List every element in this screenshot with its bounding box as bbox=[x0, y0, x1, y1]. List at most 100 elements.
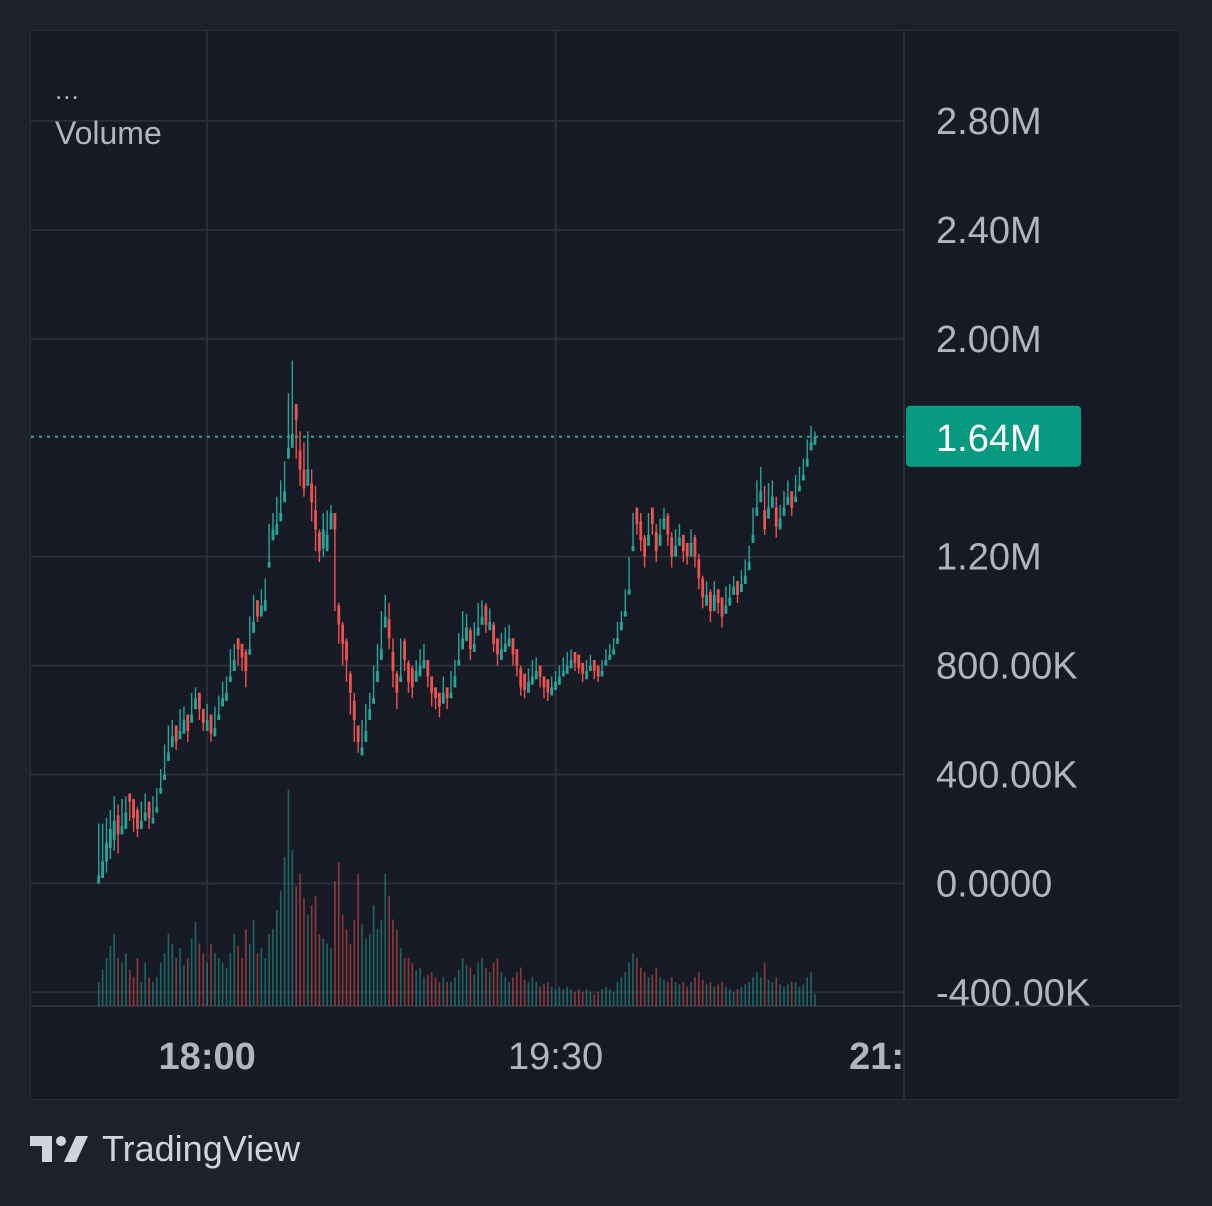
candle bbox=[190, 692, 194, 723]
candle-body bbox=[356, 725, 360, 742]
volume-bar bbox=[384, 874, 387, 1006]
candle-body bbox=[763, 510, 767, 530]
candle bbox=[356, 725, 360, 753]
volume-bar bbox=[690, 982, 692, 1006]
volume-bar bbox=[605, 986, 607, 1006]
candle-body bbox=[368, 709, 372, 721]
volume-bar bbox=[109, 946, 112, 1006]
candle bbox=[101, 823, 105, 878]
candle bbox=[418, 649, 422, 677]
candle bbox=[387, 602, 391, 650]
chart-pane[interactable]: 2.80M 2.40M 2.00M 1.20M 800.00K 400.00K 0.0000… bbox=[30, 30, 1182, 1101]
volume-bar bbox=[694, 977, 696, 1006]
candle bbox=[612, 638, 616, 655]
candle-body bbox=[740, 583, 743, 593]
candle-body bbox=[720, 597, 724, 617]
chart-canvas[interactable]: 2.80M 2.40M 2.00M 1.20M 800.00K 400.00K 0.0000… bbox=[31, 31, 1182, 1101]
candle-body bbox=[701, 578, 705, 598]
volume-bar bbox=[488, 972, 491, 1006]
candle-body bbox=[399, 676, 403, 682]
candle bbox=[716, 589, 720, 614]
candle bbox=[627, 556, 631, 595]
volume-bar bbox=[779, 984, 781, 1006]
volume-bar bbox=[330, 948, 332, 1006]
candle bbox=[616, 621, 619, 644]
volume-bar bbox=[601, 989, 603, 1006]
volume-bar bbox=[442, 977, 445, 1006]
volume-bar bbox=[763, 962, 766, 1006]
candle-body bbox=[426, 660, 430, 677]
candle bbox=[639, 513, 643, 552]
candle bbox=[767, 483, 770, 519]
candle-body bbox=[438, 692, 441, 707]
candle bbox=[263, 578, 267, 612]
candle bbox=[155, 788, 159, 813]
volume-bar bbox=[372, 905, 375, 1006]
candle bbox=[507, 624, 511, 647]
candle bbox=[790, 491, 794, 516]
volume-bar bbox=[500, 972, 503, 1006]
volume-bar bbox=[632, 953, 634, 1006]
volume-bar bbox=[570, 989, 572, 1006]
time-tick-label: 18:00 bbox=[159, 1036, 256, 1078]
volume-bar bbox=[794, 982, 797, 1006]
volume-bar bbox=[581, 991, 584, 1006]
legend-collapse-toggle[interactable]: ... bbox=[55, 75, 80, 105]
volume-bar bbox=[132, 977, 135, 1006]
candle-body bbox=[194, 698, 197, 710]
candle-body bbox=[434, 687, 437, 699]
volume-bar bbox=[639, 967, 642, 1006]
candle bbox=[585, 660, 588, 680]
candle bbox=[139, 801, 143, 829]
volume-bar bbox=[512, 977, 514, 1006]
candle-body bbox=[422, 660, 426, 669]
volume-bar bbox=[353, 919, 356, 1006]
candle bbox=[360, 720, 364, 756]
volume-bar bbox=[368, 934, 371, 1006]
volume-bar bbox=[787, 984, 789, 1006]
candle bbox=[167, 725, 170, 761]
volume-bar bbox=[682, 982, 685, 1006]
candle-body bbox=[244, 651, 248, 672]
candle bbox=[527, 668, 530, 693]
volume-legend-label[interactable]: Volume bbox=[55, 115, 162, 151]
volume-bar bbox=[245, 929, 247, 1006]
volume-bar bbox=[744, 984, 747, 1006]
volume-bar bbox=[310, 905, 313, 1006]
volume-bar bbox=[214, 953, 216, 1006]
volume-bar bbox=[318, 934, 321, 1006]
candle-body bbox=[798, 485, 801, 492]
volume-bar bbox=[221, 962, 224, 1006]
candle bbox=[449, 671, 453, 699]
candle-body bbox=[627, 589, 631, 595]
candle-body bbox=[151, 818, 155, 824]
volume-bar bbox=[790, 982, 793, 1006]
candle-body bbox=[561, 671, 565, 677]
candle-body bbox=[650, 507, 654, 524]
candle-body bbox=[259, 605, 263, 617]
tradingview-attribution[interactable]: TradingView bbox=[30, 1128, 300, 1170]
candle-body bbox=[256, 600, 259, 617]
volume-bar bbox=[206, 962, 208, 1006]
volume-bar bbox=[674, 982, 677, 1006]
volume-bar bbox=[655, 967, 658, 1006]
candle bbox=[287, 393, 290, 459]
candle-body bbox=[143, 812, 147, 821]
candle bbox=[116, 804, 120, 854]
candle-body bbox=[333, 513, 337, 530]
volume-bar bbox=[732, 991, 735, 1006]
candle-body bbox=[565, 665, 569, 674]
candle bbox=[801, 458, 805, 481]
volume-bar bbox=[334, 881, 336, 1006]
candle bbox=[770, 480, 774, 508]
tradingview-logo-icon bbox=[30, 1136, 88, 1162]
candle-body bbox=[666, 515, 670, 535]
candle-body bbox=[128, 793, 132, 802]
candle-body bbox=[674, 545, 677, 557]
volume-bar bbox=[473, 974, 476, 1006]
volume-bar bbox=[171, 943, 174, 1006]
candle bbox=[774, 496, 778, 538]
candle-body bbox=[159, 788, 163, 794]
candle-body bbox=[105, 842, 108, 862]
volume-bar bbox=[492, 962, 495, 1006]
